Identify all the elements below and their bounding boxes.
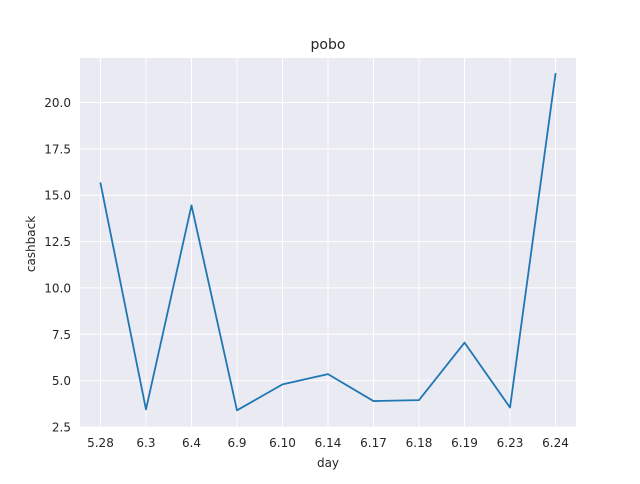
y-tick-label: 2.5 <box>52 421 71 435</box>
grid-lines <box>80 58 576 428</box>
x-tick-label: 6.18 <box>406 436 433 450</box>
y-axis-label: cashback <box>24 216 38 272</box>
series-line <box>99 72 557 412</box>
y-tick-label: 17.5 <box>44 142 71 156</box>
x-tick-label: 6.17 <box>360 436 387 450</box>
series-layer <box>99 72 557 412</box>
x-tick-label: 6.19 <box>451 436 478 450</box>
y-tick-labels: 2.5 5.0 7.5 10.0 12.5 15.0 17.5 20.0 <box>44 96 71 434</box>
y-tick-label: 15.0 <box>44 189 71 203</box>
x-tick-labels: 5.28 6.3 6.4 6.9 6.10 6.14 6.17 6.18 6.19 6.23 6.2… <box>87 436 569 450</box>
x-tick-label: 6.4 <box>182 436 201 450</box>
x-tick-label: 6.14 <box>315 436 342 450</box>
x-tick-label: 6.24 <box>542 436 569 450</box>
x-tick-label: 5.28 <box>87 436 114 450</box>
y-tick-label: 20.0 <box>44 96 71 110</box>
x-tick-label: 6.9 <box>227 436 246 450</box>
x-tick-label: 6.10 <box>269 436 296 450</box>
y-tick-label: 5.0 <box>52 374 71 388</box>
chart-title: pobo <box>311 37 346 53</box>
x-axis-label: day <box>317 456 339 470</box>
y-tick-label: 12.5 <box>44 235 71 249</box>
y-tick-label: 7.5 <box>52 328 71 342</box>
x-tick-label: 6.3 <box>136 436 155 450</box>
y-tick-label: 10.0 <box>44 281 71 295</box>
x-tick-label: 6.23 <box>497 436 524 450</box>
